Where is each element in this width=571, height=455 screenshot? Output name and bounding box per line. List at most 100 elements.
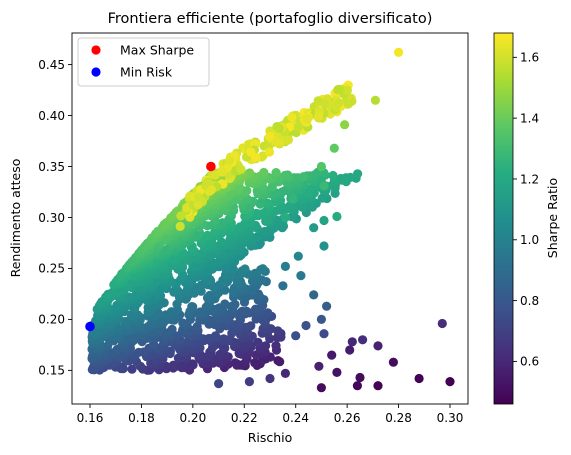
portfolio-point bbox=[309, 223, 319, 233]
portfolio-point bbox=[280, 261, 290, 271]
plot-frame bbox=[71, 32, 469, 405]
scatter-layer bbox=[87, 47, 455, 393]
portfolio-point bbox=[246, 321, 256, 331]
portfolio-point bbox=[175, 221, 185, 231]
portfolio-point bbox=[217, 237, 227, 247]
portfolio-point bbox=[261, 341, 271, 351]
portfolio-point bbox=[316, 383, 326, 393]
portfolio-point bbox=[355, 372, 365, 383]
colorbar-ticks: 0.6 0.8 1.0 1.2 1.4 1.6 bbox=[513, 51, 539, 369]
portfolio-point bbox=[202, 230, 213, 240]
portfolio-point bbox=[112, 300, 122, 310]
colorbar-tick-label: 1.0 bbox=[520, 233, 539, 247]
portfolio-point bbox=[316, 314, 326, 324]
portfolio-point bbox=[194, 192, 204, 202]
portfolio-point bbox=[388, 357, 398, 367]
portfolio-point bbox=[265, 132, 275, 142]
portfolio-point bbox=[345, 345, 355, 355]
portfolio-point bbox=[210, 331, 221, 341]
portfolio-point bbox=[134, 347, 144, 357]
portfolio-point bbox=[253, 337, 263, 347]
portfolio-point bbox=[343, 99, 353, 109]
portfolio-point bbox=[293, 251, 303, 261]
portfolio-point bbox=[328, 170, 338, 181]
chart-title: Frontiera efficiente (portafoglio divers… bbox=[108, 11, 433, 27]
portfolio-point bbox=[370, 95, 380, 105]
y-axis: 0.15 0.20 0.25 0.30 0.35 0.40 0.45 bbox=[38, 58, 72, 378]
portfolio-point bbox=[271, 168, 281, 178]
portfolio-point bbox=[271, 341, 281, 351]
portfolio-point bbox=[187, 302, 197, 312]
y-tick-label: 0.30 bbox=[38, 211, 65, 225]
portfolio-point bbox=[352, 381, 362, 391]
portfolio-point bbox=[173, 353, 183, 363]
portfolio-point bbox=[236, 164, 246, 174]
portfolio-point bbox=[334, 84, 344, 94]
portfolio-point bbox=[327, 350, 337, 360]
portfolio-point bbox=[244, 377, 254, 387]
portfolio-point bbox=[258, 264, 268, 274]
max-sharpe-point bbox=[206, 161, 216, 172]
portfolio-point bbox=[304, 188, 314, 198]
portfolio-point bbox=[206, 185, 216, 195]
portfolio-point bbox=[302, 114, 312, 124]
portfolio-point bbox=[103, 289, 113, 299]
portfolio-point bbox=[342, 85, 352, 95]
portfolio-point bbox=[273, 356, 283, 366]
portfolio-point bbox=[298, 172, 308, 182]
portfolio-point bbox=[288, 194, 298, 204]
portfolio-point bbox=[347, 337, 357, 347]
x-tick-label: 0.20 bbox=[179, 411, 206, 425]
y-tick-label: 0.25 bbox=[38, 262, 65, 276]
portfolio-point bbox=[340, 120, 350, 130]
x-axis: 0.16 0.18 0.20 0.22 0.24 0.26 0.28 0.30 bbox=[77, 404, 463, 425]
portfolio-point bbox=[178, 318, 188, 328]
portfolio-point bbox=[319, 329, 329, 339]
portfolio-point bbox=[319, 181, 329, 191]
portfolio-point bbox=[224, 156, 235, 166]
portfolio-point bbox=[296, 271, 306, 281]
portfolio-point bbox=[127, 364, 137, 374]
portfolio-point bbox=[414, 373, 424, 384]
highlight-layer bbox=[85, 161, 216, 332]
portfolio-point bbox=[284, 201, 294, 211]
portfolio-point bbox=[251, 153, 261, 163]
portfolio-point bbox=[314, 361, 324, 371]
legend-label-max-sharpe: Max Sharpe bbox=[120, 43, 194, 58]
portfolio-point bbox=[291, 331, 301, 341]
portfolio-point bbox=[309, 290, 319, 300]
portfolio-point bbox=[373, 381, 383, 391]
y-tick-label: 0.35 bbox=[38, 160, 65, 174]
colorbar-tick-label: 0.8 bbox=[520, 294, 539, 308]
x-tick-label: 0.16 bbox=[77, 411, 104, 425]
portfolio-point bbox=[265, 373, 275, 384]
portfolio-point bbox=[188, 359, 198, 369]
colorbar-gradient bbox=[493, 32, 514, 405]
portfolio-point bbox=[256, 197, 266, 207]
legend-box bbox=[77, 37, 210, 87]
portfolio-point bbox=[219, 334, 229, 344]
colorbar-tick-label: 0.6 bbox=[520, 355, 539, 369]
x-tick-label: 0.22 bbox=[231, 411, 258, 425]
portfolio-point bbox=[322, 301, 332, 311]
colorbar-label: Sharpe Ratio bbox=[545, 178, 560, 258]
portfolio-point bbox=[334, 98, 344, 108]
y-tick-label: 0.40 bbox=[38, 109, 65, 123]
portfolio-point bbox=[205, 258, 215, 268]
portfolio-point bbox=[230, 299, 240, 309]
x-tick-label: 0.28 bbox=[385, 411, 412, 425]
portfolio-point bbox=[293, 122, 303, 132]
colorbar-tick-label: 1.2 bbox=[520, 172, 539, 186]
legend: Max Sharpe Min Risk bbox=[77, 37, 210, 87]
portfolio-point bbox=[287, 112, 297, 122]
portfolio-point bbox=[166, 307, 176, 317]
legend-marker-max-sharpe bbox=[91, 45, 101, 55]
portfolio-point bbox=[237, 306, 247, 316]
x-axis-label: Rischio bbox=[248, 430, 293, 445]
portfolio-point bbox=[263, 308, 273, 318]
colorbar: 0.6 0.8 1.0 1.2 1.4 1.6 Sharpe Ratio bbox=[493, 32, 560, 405]
portfolio-point bbox=[220, 299, 230, 309]
portfolio-point bbox=[250, 358, 260, 368]
portfolio-point bbox=[217, 167, 227, 177]
